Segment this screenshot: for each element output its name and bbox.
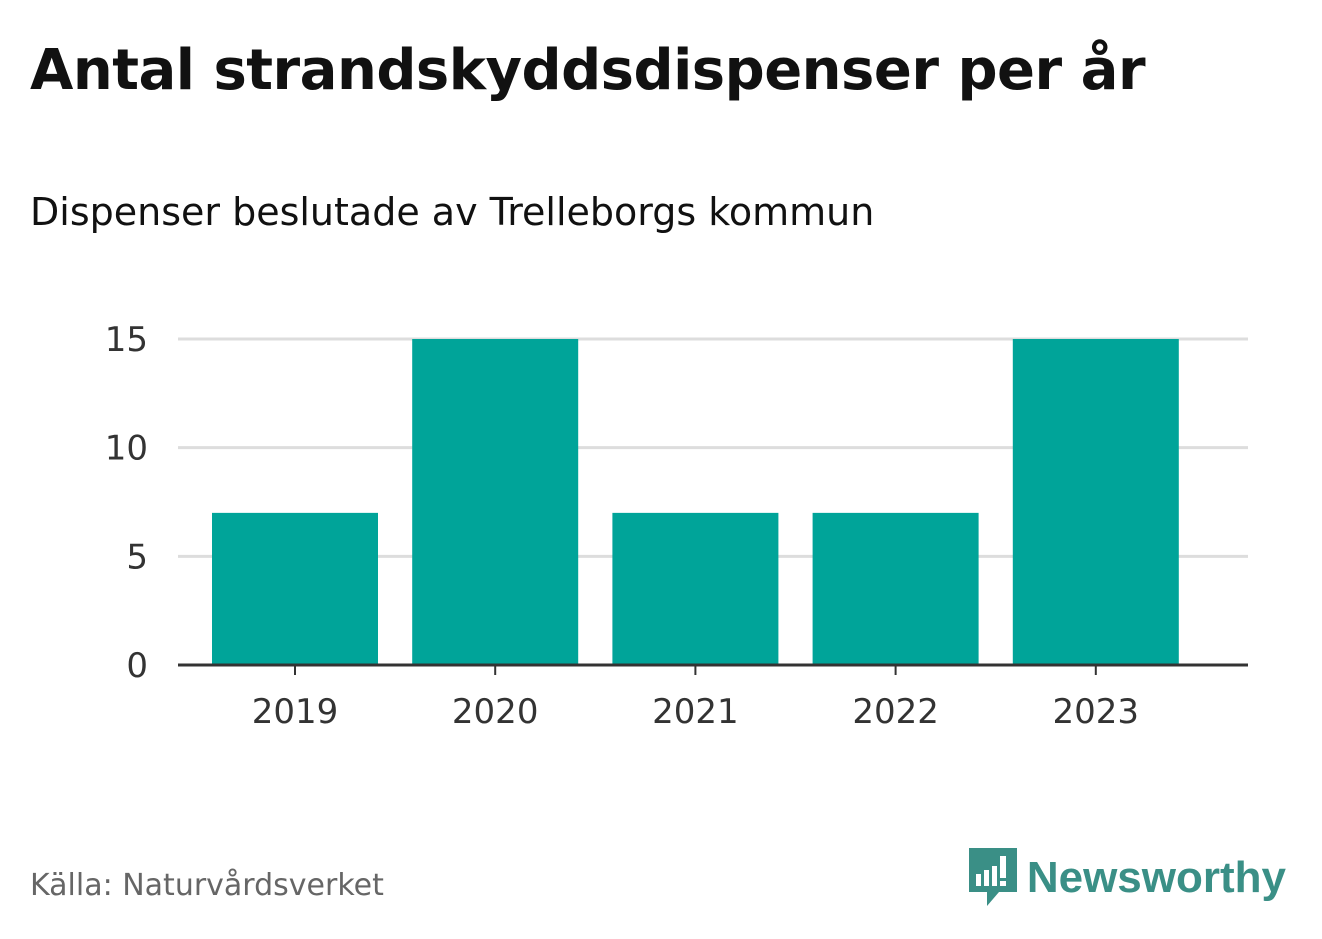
y-tick-label: 10 [105, 429, 148, 469]
bar-2021 [612, 512, 779, 665]
bar-2019 [212, 512, 378, 665]
x-tick-label: 2021 [652, 692, 739, 732]
bar-2020 [412, 339, 579, 665]
source-note: Källa: Naturvårdsverket [30, 868, 384, 903]
brand-name: Newsworthy [1026, 853, 1286, 902]
x-tick-label: 2020 [452, 692, 539, 732]
x-tick-label: 2019 [252, 692, 339, 732]
chart-subtitle: Dispenser beslutade av Trelleborgs kommu… [30, 190, 875, 234]
bar-2023 [1012, 339, 1179, 665]
x-tick-label: 2022 [852, 692, 939, 732]
y-tick-label: 0 [126, 646, 148, 686]
chart-title: Antal strandskyddsdispenser per år [30, 38, 1146, 103]
bar-2022 [812, 512, 979, 665]
newsworthy-logo-icon [968, 848, 1017, 906]
y-tick-label: 5 [126, 537, 148, 577]
y-tick-label: 15 [105, 320, 148, 360]
brand-logo: Newsworthy [968, 848, 1286, 908]
x-tick-label: 2023 [1053, 692, 1140, 732]
